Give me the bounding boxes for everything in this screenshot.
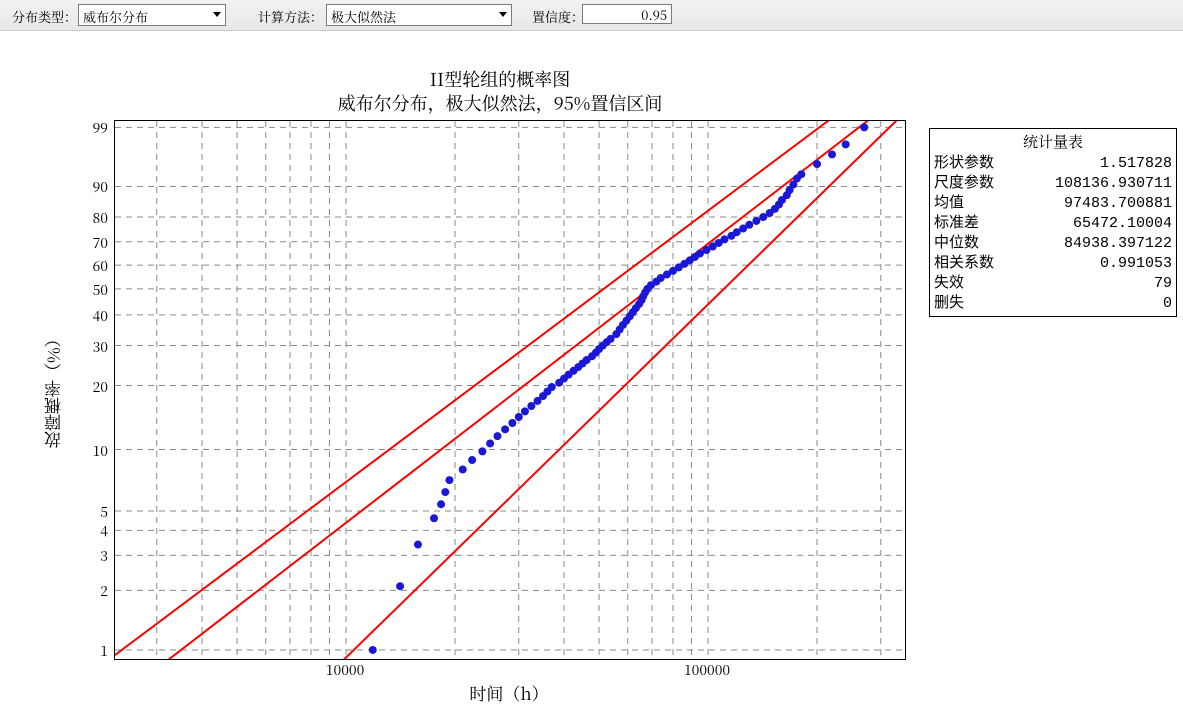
dist-type-select[interactable]: 威布尔分布 — [78, 4, 226, 26]
stats-row: 标准差65472.10004 — [934, 214, 1172, 234]
x-tick: 100000 — [677, 660, 737, 680]
chevron-down-icon — [499, 12, 507, 17]
y-tick: 4 — [74, 521, 108, 541]
stats-row: 删失0 — [934, 294, 1172, 314]
dist-type-label: 分布类型： — [12, 7, 77, 26]
x-axis-label: 时间（h） — [114, 680, 904, 705]
stats-title: 统计量表 — [934, 131, 1172, 152]
chart-title-line1: II型轮组的概率图 — [100, 66, 900, 92]
y-tick: 3 — [74, 546, 108, 566]
toolbar: 分布类型： 威布尔分布 计算方法： 极大似然法 置信度： — [0, 0, 1183, 31]
dist-type-value: 威布尔分布 — [83, 7, 148, 26]
chart-title-line2: 威布尔分布，极大似然法，95%置信区间 — [100, 90, 900, 116]
y-tick: 5 — [74, 502, 108, 522]
y-tick: 1 — [74, 641, 108, 661]
confidence-label: 置信度： — [532, 7, 584, 26]
y-axis-label: 故障概率（%） — [40, 120, 65, 658]
confidence-input[interactable] — [582, 4, 672, 24]
calc-method-select[interactable]: 极大似然法 — [326, 4, 512, 26]
chevron-down-icon — [213, 12, 221, 17]
stats-row: 尺度参数108136.930711 — [934, 174, 1172, 194]
y-tick: 10 — [74, 441, 108, 461]
y-tick: 90 — [74, 177, 108, 197]
y-tick: 80 — [74, 208, 108, 228]
stats-row: 相关系数0.991053 — [934, 254, 1172, 274]
stats-row: 形状参数1.517828 — [934, 154, 1172, 174]
y-tick: 50 — [74, 280, 108, 300]
probability-plot — [114, 120, 906, 660]
stats-row: 失效79 — [934, 274, 1172, 294]
calc-method-label: 计算方法： — [258, 7, 323, 26]
y-tick: 30 — [74, 337, 108, 357]
x-tick: 10000 — [315, 660, 375, 680]
y-tick: 70 — [74, 233, 108, 253]
stats-table: 统计量表 形状参数1.517828尺度参数108136.930711均值9748… — [929, 128, 1177, 317]
y-tick: 99 — [74, 118, 108, 138]
y-tick: 20 — [74, 377, 108, 397]
stats-row: 均值97483.700881 — [934, 194, 1172, 214]
calc-method-value: 极大似然法 — [331, 7, 396, 26]
y-tick: 2 — [74, 581, 108, 601]
y-tick: 40 — [74, 306, 108, 326]
stats-row: 中位数84938.397122 — [934, 234, 1172, 254]
y-tick: 60 — [74, 256, 108, 276]
